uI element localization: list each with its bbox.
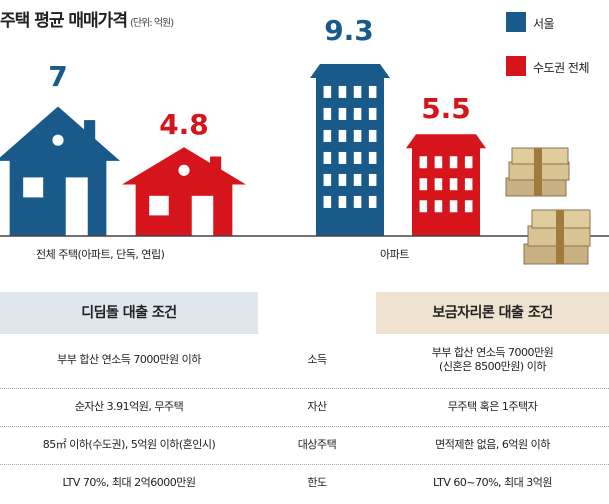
table-row-asset-right: 무주택 혹은 1주택자 — [447, 400, 538, 413]
building-window — [464, 178, 473, 191]
house-attic-window — [52, 134, 64, 146]
money-stack-icon — [505, 147, 591, 265]
legend-swatch-seoul — [506, 12, 526, 32]
building-window — [323, 173, 332, 186]
building-window — [368, 151, 377, 164]
house-attic-window — [178, 164, 190, 176]
table-header-left-text: 디딤돌 대출 조건 — [81, 305, 177, 321]
row-divider — [0, 464, 609, 465]
legend-label-metro: 수도권 전체 — [533, 61, 590, 75]
table-row-limit-right: LTV 60~70%, 최대 3억원 — [433, 476, 553, 489]
house-roof — [0, 106, 120, 161]
building-window — [323, 151, 332, 164]
legend-swatch-metro — [506, 56, 526, 76]
table-header-right-text: 보금자리론 대출 조건 — [432, 305, 553, 321]
house-door — [191, 195, 214, 236]
row-divider — [0, 426, 609, 427]
data-label-seoul-total: 7 — [48, 60, 68, 93]
building-window — [368, 195, 377, 208]
table-row-limit-left: LTV 70%, 최대 2억6000만원 — [62, 476, 196, 489]
building-window — [368, 173, 377, 186]
building-window — [419, 156, 428, 169]
building-window — [464, 156, 473, 169]
building-window — [353, 85, 362, 98]
data-label-metro-apt: 5.5 — [421, 92, 471, 125]
building-window — [323, 107, 332, 120]
category-label-total: 전체 주택(아파트, 단독, 연립) — [36, 248, 165, 261]
building-window — [464, 200, 473, 213]
house-wall — [9, 159, 107, 236]
building-window — [449, 156, 458, 169]
building-window — [353, 173, 362, 186]
table-row-housing-left: 85㎡ 이하(수도권), 5억원 이하(혼인시) — [42, 438, 216, 451]
bar-metro-total — [122, 147, 246, 236]
table-row-income-right: 부부 합산 연소득 7000만원 (신혼은 8500만원) 이하 — [431, 346, 554, 373]
bar-seoul-apt — [310, 63, 390, 236]
data-label-seoul-apt: 9.3 — [324, 14, 374, 47]
data-label-metro-total: 4.8 — [159, 108, 209, 141]
building-roof — [310, 63, 390, 78]
building-window — [323, 129, 332, 142]
building-window — [338, 85, 347, 98]
row-divider — [0, 388, 609, 389]
chart-plot — [0, 63, 609, 265]
table-header-left: 디딤돌 대출 조건 — [0, 292, 258, 334]
table-row-asset-mid: 자산 — [307, 400, 327, 413]
building-window — [353, 151, 362, 164]
building-window — [449, 178, 458, 191]
bar-metro-apt — [406, 134, 486, 236]
house-door — [65, 177, 88, 236]
category-label-apt: 아파트 — [380, 248, 409, 261]
table-row-asset-left: 순자산 3.91억원, 무주택 — [74, 400, 184, 413]
building-window — [338, 151, 347, 164]
building-window — [323, 85, 332, 98]
table-row-housing-right: 면적제한 없음, 6억원 이하 — [435, 438, 550, 451]
building-window — [368, 107, 377, 120]
building-window — [353, 129, 362, 142]
table-row-limit-mid: 한도 — [307, 476, 327, 489]
building-window — [368, 85, 377, 98]
loan-condition-table: 디딤돌 대출 조건 보금자리론 대출 조건 부부 합산 연소득 7000만원 이… — [0, 292, 609, 504]
building-window — [338, 129, 347, 142]
chart-title: 주택 평균 매매가격 (단위: 억원) — [0, 6, 174, 31]
building-window — [338, 173, 347, 186]
building-window — [434, 200, 443, 213]
table-header-right: 보금자리론 대출 조건 — [376, 292, 609, 334]
building-roof — [406, 134, 486, 149]
chart-unit: (단위: 억원) — [129, 18, 174, 29]
building-window — [419, 178, 428, 191]
bar-seoul-total — [0, 106, 120, 236]
building-window — [434, 156, 443, 169]
table-row-income-mid: 소득 — [307, 353, 327, 366]
building-window — [353, 195, 362, 208]
building-window — [434, 178, 443, 191]
building-window — [323, 195, 332, 208]
building-window — [419, 200, 428, 213]
building-window — [353, 107, 362, 120]
house-window — [149, 195, 169, 216]
table-row-housing-mid: 대상주택 — [297, 438, 337, 451]
building-window — [368, 129, 377, 142]
chart-title-text: 주택 평균 매매가격 — [0, 11, 128, 31]
building-window — [449, 200, 458, 213]
house-window — [23, 177, 44, 198]
building-window — [338, 195, 347, 208]
legend-label-seoul: 서울 — [533, 17, 555, 31]
building-window — [338, 107, 347, 120]
table-row-income-left: 부부 합산 연소득 7000만원 이하 — [57, 353, 201, 366]
table-header-mid — [258, 292, 376, 334]
